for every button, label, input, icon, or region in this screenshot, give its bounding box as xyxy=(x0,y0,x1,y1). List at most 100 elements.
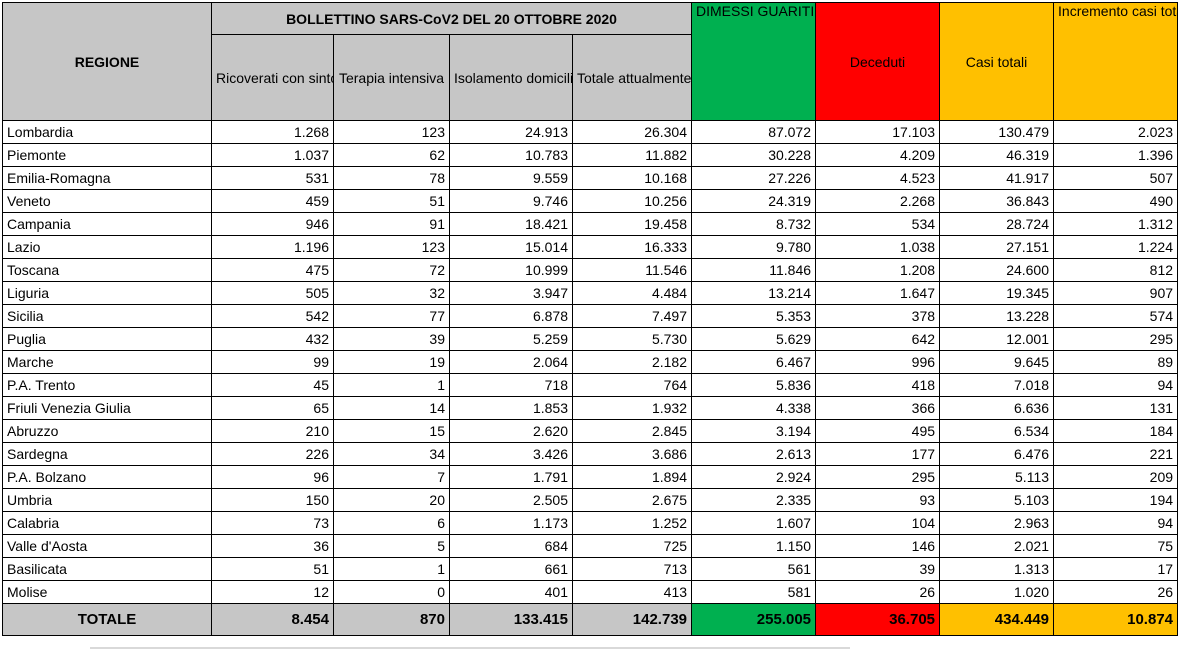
cell-ricoverati: 36 xyxy=(211,534,334,558)
cell-deceduti: 26 xyxy=(815,580,941,604)
cell-dimessi: 2.924 xyxy=(691,465,817,489)
cell-region: Emilia-Romagna xyxy=(2,166,212,190)
cell-incremento: 574 xyxy=(1053,304,1179,328)
header-incremento: Incremento casi totali (rispetto al gior… xyxy=(1053,2,1179,121)
cell-totale-positivi: 1.932 xyxy=(571,396,693,420)
cell-incremento: 75 xyxy=(1053,534,1179,558)
cell-region: Sicilia xyxy=(2,304,212,328)
cell-isolamento: 3.947 xyxy=(449,281,573,305)
cell-region: P.A. Trento xyxy=(2,373,212,397)
cell-dimessi: 5.836 xyxy=(691,373,817,397)
cell-totale-positivi: 4.484 xyxy=(571,281,693,305)
cell-deceduti: 534 xyxy=(815,212,941,236)
cell-deceduti: 17.103 xyxy=(815,120,941,144)
cell-terapia: 0 xyxy=(333,580,450,604)
cell-terapia: 62 xyxy=(333,143,450,167)
cell-totale-positivi: 2.845 xyxy=(571,419,693,443)
table-body: Lombardia 1.268 123 24.913 26.304 87.072 17.10… xyxy=(2,120,1179,604)
cell-isolamento: 10.783 xyxy=(449,143,573,167)
cell-isolamento: 5.259 xyxy=(449,327,573,351)
cell-deceduti: 177 xyxy=(815,442,941,466)
cell-isolamento: 9.559 xyxy=(449,166,573,190)
cell-incremento: 2.023 xyxy=(1053,120,1179,144)
cell-isolamento: 9.746 xyxy=(449,189,573,213)
cell-dimessi: 561 xyxy=(691,557,817,581)
cell-terapia: 32 xyxy=(333,281,450,305)
cell-incremento: 907 xyxy=(1053,281,1179,305)
cell-ricoverati: 99 xyxy=(211,350,334,374)
cell-terapia: 14 xyxy=(333,396,450,420)
cell-casi-totali: 24.600 xyxy=(939,258,1055,282)
cell-terapia: 6 xyxy=(333,511,450,535)
table-row: Emilia-Romagna 531 78 9.559 10.168 27.226 4.52… xyxy=(2,166,1179,190)
cell-deceduti: 366 xyxy=(815,396,941,420)
cell-deceduti: 1.208 xyxy=(815,258,941,282)
cell-region: Sardegna xyxy=(2,442,212,466)
table-row: P.A. Bolzano 96 7 1.791 1.894 2.924 295 5.113 20… xyxy=(2,465,1179,489)
cell-isolamento: 2.620 xyxy=(449,419,573,443)
total-casi: 434.449 xyxy=(939,603,1055,636)
cell-casi-totali: 6.636 xyxy=(939,396,1055,420)
cell-region: Molise xyxy=(2,580,212,604)
cell-isolamento: 18.421 xyxy=(449,212,573,236)
table-row: Basilicata 51 1 661 713 561 39 1.313 17 xyxy=(2,557,1179,581)
table-row: Umbria 150 20 2.505 2.675 2.335 93 5.103 194 xyxy=(2,488,1179,512)
cell-terapia: 15 xyxy=(333,419,450,443)
cell-casi-totali: 9.645 xyxy=(939,350,1055,374)
cell-casi-totali: 1.020 xyxy=(939,580,1055,604)
cell-incremento: 1.312 xyxy=(1053,212,1179,236)
cell-totale-positivi: 7.497 xyxy=(571,304,693,328)
cell-region: Veneto xyxy=(2,189,212,213)
cell-totale-positivi: 1.894 xyxy=(571,465,693,489)
cell-isolamento: 2.064 xyxy=(449,350,573,374)
cell-region: P.A. Bolzano xyxy=(2,465,212,489)
cell-isolamento: 6.878 xyxy=(449,304,573,328)
table-row: Toscana 475 72 10.999 11.546 11.846 1.208 24.60… xyxy=(2,258,1179,282)
cell-terapia: 34 xyxy=(333,442,450,466)
cell-isolamento: 24.913 xyxy=(449,120,573,144)
cell-deceduti: 378 xyxy=(815,304,941,328)
cell-ricoverati: 96 xyxy=(211,465,334,489)
cell-incremento: 490 xyxy=(1053,189,1179,213)
table-row: Friuli Venezia Giulia 65 14 1.853 1.932 4.338… xyxy=(2,396,1179,420)
table-row: Puglia 432 39 5.259 5.730 5.629 642 12.001 295 xyxy=(2,327,1179,351)
cell-ricoverati: 45 xyxy=(211,373,334,397)
cell-terapia: 20 xyxy=(333,488,450,512)
cell-dimessi: 6.467 xyxy=(691,350,817,374)
cell-isolamento: 1.173 xyxy=(449,511,573,535)
cell-dimessi: 24.319 xyxy=(691,189,817,213)
table-row: Liguria 505 32 3.947 4.484 13.214 1.647 19.345 9… xyxy=(2,281,1179,305)
header-isolamento: Isolamento domiciliare xyxy=(449,34,573,121)
cell-deceduti: 1.038 xyxy=(815,235,941,259)
total-dimessi: 255.005 xyxy=(691,603,817,636)
cell-dimessi: 1.150 xyxy=(691,534,817,558)
header-regione: REGIONE xyxy=(2,2,212,121)
total-incremento: 10.874 xyxy=(1053,603,1179,636)
cell-casi-totali: 46.319 xyxy=(939,143,1055,167)
cell-totale-positivi: 11.882 xyxy=(571,143,693,167)
cell-incremento: 131 xyxy=(1053,396,1179,420)
cell-casi-totali: 7.018 xyxy=(939,373,1055,397)
cell-casi-totali: 6.534 xyxy=(939,419,1055,443)
cell-dimessi: 11.846 xyxy=(691,258,817,282)
cell-incremento: 26 xyxy=(1053,580,1179,604)
cell-terapia: 19 xyxy=(333,350,450,374)
cell-terapia: 1 xyxy=(333,373,450,397)
total-ricoverati: 8.454 xyxy=(211,603,334,636)
cell-terapia: 72 xyxy=(333,258,450,282)
table-row: Lazio 1.196 123 15.014 16.333 9.780 1.038 27.15… xyxy=(2,235,1179,259)
cell-totale-positivi: 5.730 xyxy=(571,327,693,351)
cell-terapia: 77 xyxy=(333,304,450,328)
cell-dimessi: 1.607 xyxy=(691,511,817,535)
cell-ricoverati: 226 xyxy=(211,442,334,466)
cell-terapia: 1 xyxy=(333,557,450,581)
cell-dimessi: 3.194 xyxy=(691,419,817,443)
table-row: Campania 946 91 18.421 19.458 8.732 534 28.724 1… xyxy=(2,212,1179,236)
cell-terapia: 51 xyxy=(333,189,450,213)
cell-deceduti: 104 xyxy=(815,511,941,535)
header-totale-positivi: Totale attualmente positivi xyxy=(571,34,693,121)
table-row: Calabria 73 6 1.173 1.252 1.607 104 2.963 94 xyxy=(2,511,1179,535)
cell-isolamento: 684 xyxy=(449,534,573,558)
cell-casi-totali: 5.103 xyxy=(939,488,1055,512)
cell-ricoverati: 505 xyxy=(211,281,334,305)
